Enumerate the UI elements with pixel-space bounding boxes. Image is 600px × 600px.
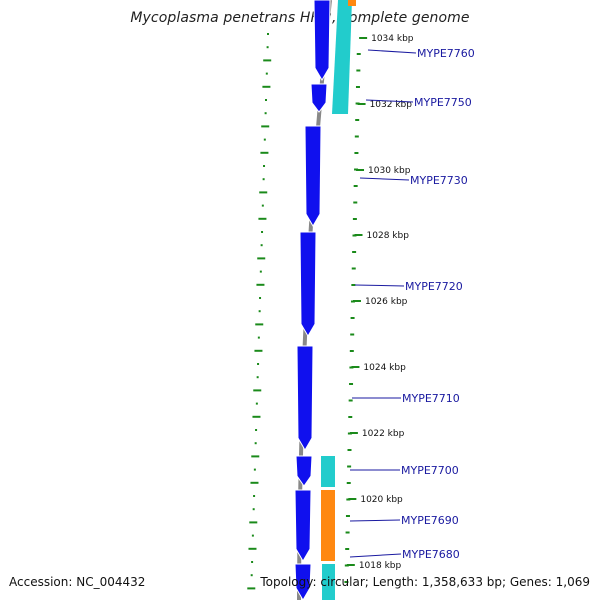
cds-arrow — [296, 345, 314, 451]
genome-summary-label: Topology: circular; Length: 1,358,633 bp… — [260, 575, 590, 589]
gene-label: MYPE7700 — [401, 464, 459, 477]
cds-arrow — [304, 125, 322, 227]
scale-label: 1028 kbp — [367, 231, 410, 241]
scale-label: 1020 kbp — [360, 495, 403, 505]
scale-label: 1026 kbp — [365, 297, 408, 307]
feature-block — [321, 456, 335, 487]
gene-leader-line — [359, 177, 410, 181]
gene-label: MYPE7710 — [402, 392, 460, 405]
gene-leader-line — [365, 99, 414, 103]
feature-block — [321, 490, 335, 561]
gene-label: MYPE7720 — [405, 280, 463, 293]
gene-label: MYPE7750 — [414, 96, 472, 109]
scale-label: 1018 kbp — [359, 561, 402, 571]
scale-label: 1034 kbp — [371, 34, 414, 44]
cds-arrow — [294, 563, 312, 600]
gene-leader-line — [367, 49, 417, 54]
feature-block — [332, 0, 352, 114]
cds-arrow — [299, 231, 317, 337]
gene-label: MYPE7760 — [417, 47, 475, 60]
gene-label: MYPE7690 — [401, 514, 459, 527]
scale-label: 1030 kbp — [368, 166, 411, 176]
feature-block — [322, 564, 335, 600]
gene-leader-line — [354, 284, 405, 287]
cds-arrow — [294, 489, 312, 562]
map-title: Mycoplasma penetrans HF-2, complete geno… — [130, 10, 470, 26]
gene-label: MYPE7680 — [402, 548, 460, 561]
scale-label: 1032 kbp — [370, 100, 413, 110]
scale-label: 1022 kbp — [362, 429, 405, 439]
cds-arrow — [295, 455, 313, 487]
scale-label: 1024 kbp — [363, 363, 406, 373]
cds-arrow — [310, 83, 328, 113]
cds-arrow — [313, 0, 331, 81]
gene-leader-line — [349, 553, 402, 558]
accession-label: Accession: NC_004432 — [9, 575, 146, 589]
gene-label: MYPE7730 — [410, 174, 468, 187]
feature-block — [348, 0, 356, 6]
gene-leader-line — [349, 519, 401, 522]
